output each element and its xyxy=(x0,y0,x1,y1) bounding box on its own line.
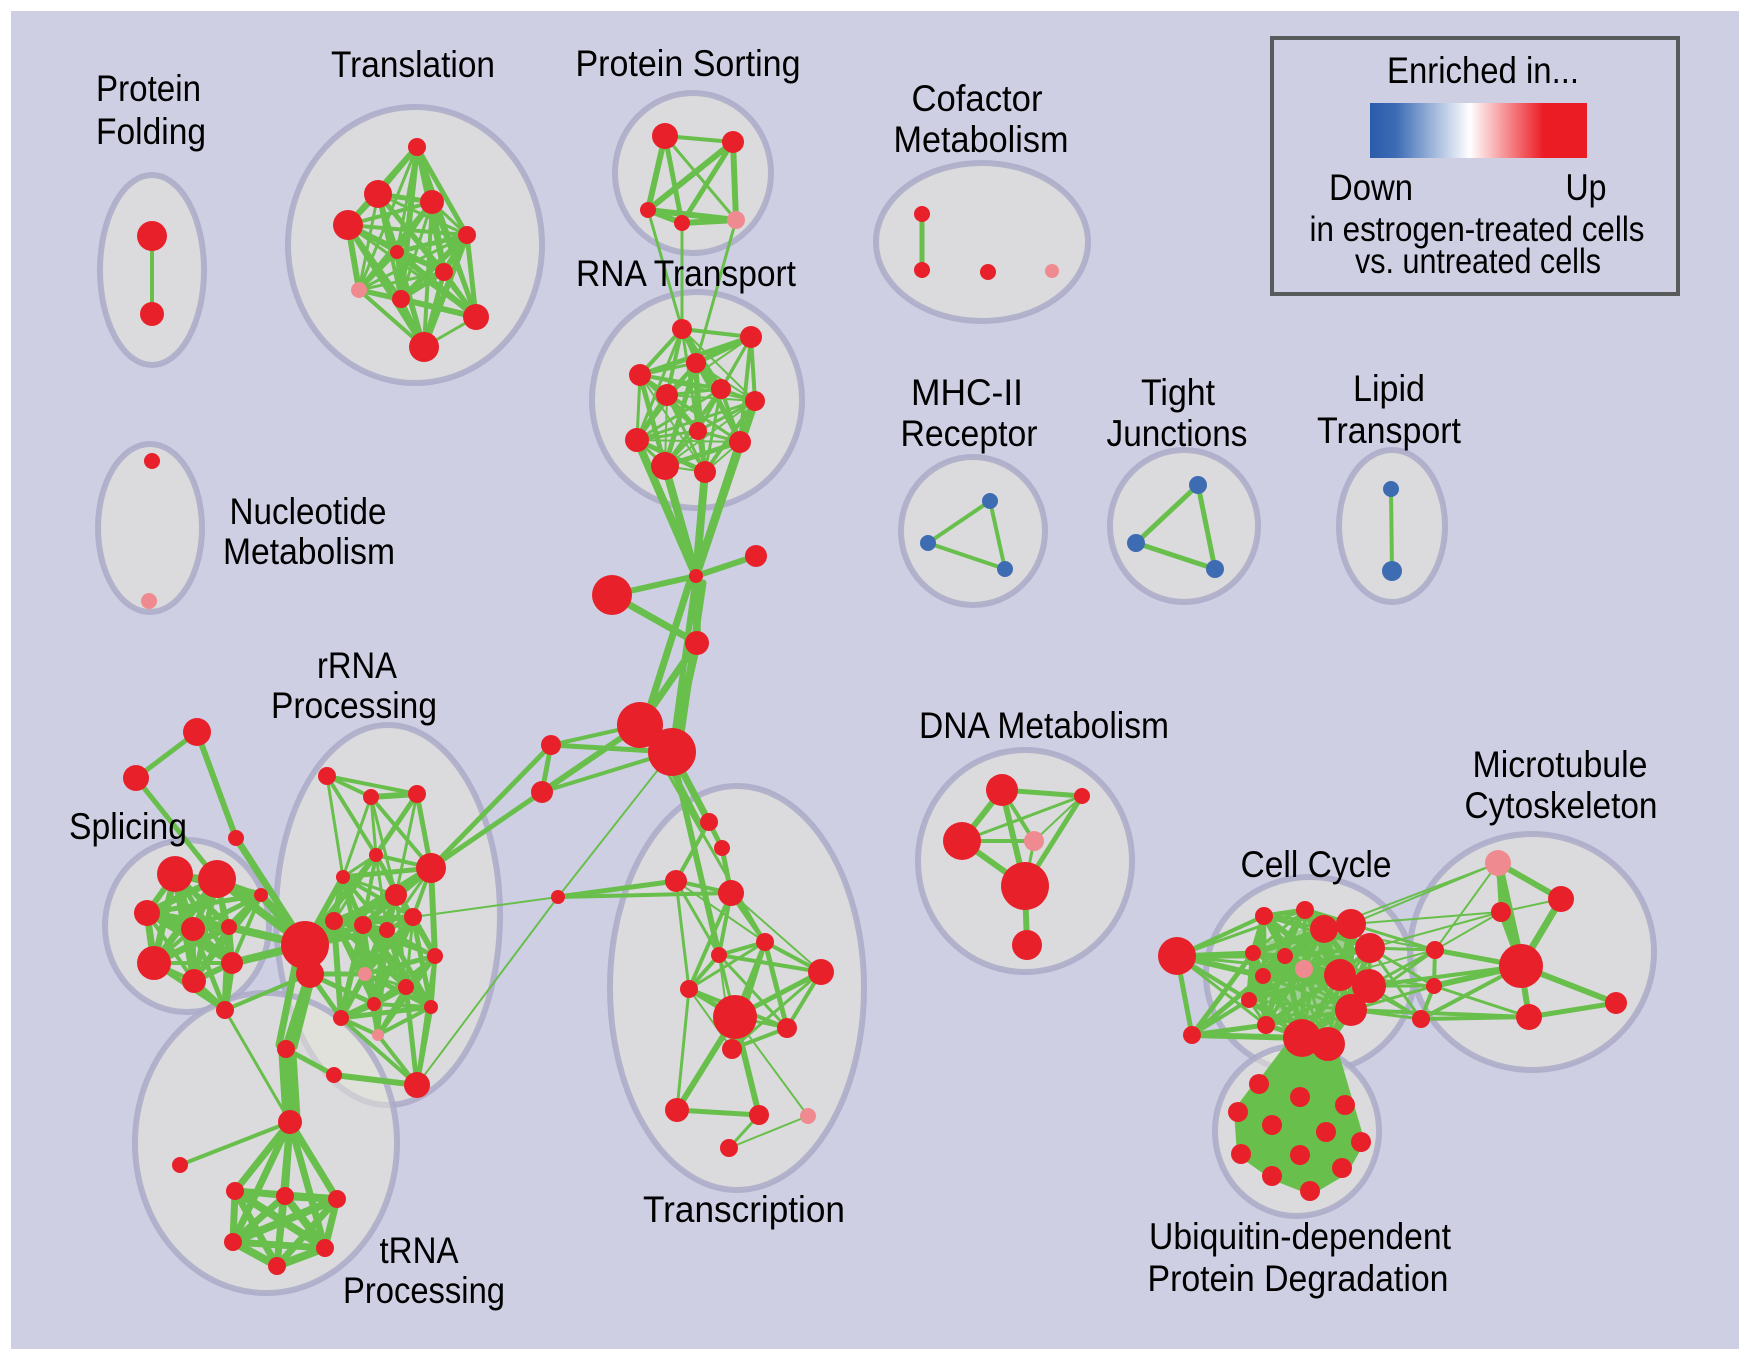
svg-text:vs. untreated cells: vs. untreated cells xyxy=(1355,242,1601,281)
svg-text:Down: Down xyxy=(1329,167,1413,208)
svg-text:Protein Degradation: Protein Degradation xyxy=(1148,1258,1449,1299)
svg-text:Enriched in...: Enriched in... xyxy=(1387,50,1579,91)
svg-text:Protein Sorting: Protein Sorting xyxy=(576,43,801,84)
svg-text:in estrogen-treated cells: in estrogen-treated cells xyxy=(1310,210,1645,249)
svg-text:RNA Transport: RNA Transport xyxy=(576,253,797,294)
svg-text:Nucleotide: Nucleotide xyxy=(230,491,387,532)
svg-text:Cell Cycle: Cell Cycle xyxy=(1241,844,1392,885)
svg-text:Folding: Folding xyxy=(96,111,206,152)
svg-text:Splicing: Splicing xyxy=(69,806,187,847)
svg-text:Transport: Transport xyxy=(1317,410,1462,451)
svg-text:Protein: Protein xyxy=(96,68,201,109)
svg-text:Ubiquitin-dependent: Ubiquitin-dependent xyxy=(1149,1216,1452,1257)
svg-text:Transcription: Transcription xyxy=(643,1189,845,1230)
svg-text:Cytoskeleton: Cytoskeleton xyxy=(1465,785,1658,826)
svg-text:Cofactor: Cofactor xyxy=(912,78,1043,119)
svg-text:Processing: Processing xyxy=(343,1270,505,1311)
svg-text:tRNA: tRNA xyxy=(380,1230,459,1271)
svg-text:Metabolism: Metabolism xyxy=(223,531,395,572)
svg-text:Tight: Tight xyxy=(1141,372,1216,413)
svg-text:Junctions: Junctions xyxy=(1107,413,1248,454)
svg-text:Receptor: Receptor xyxy=(901,413,1038,454)
svg-text:Microtubule: Microtubule xyxy=(1473,744,1648,785)
svg-text:Metabolism: Metabolism xyxy=(894,119,1069,160)
svg-text:rRNA: rRNA xyxy=(317,645,397,686)
svg-text:DNA Metabolism: DNA Metabolism xyxy=(919,705,1169,746)
svg-text:Up: Up xyxy=(1566,167,1607,208)
svg-text:MHC-II: MHC-II xyxy=(911,372,1023,413)
svg-text:Processing: Processing xyxy=(271,685,437,726)
svg-text:Lipid: Lipid xyxy=(1353,368,1425,409)
svg-text:Translation: Translation xyxy=(331,44,495,85)
